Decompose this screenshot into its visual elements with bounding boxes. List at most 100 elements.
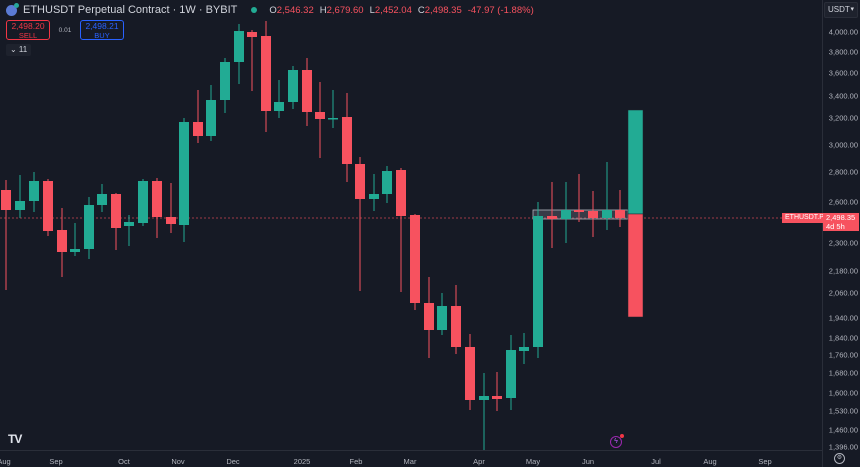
candle-body — [479, 396, 489, 400]
time-tick-label: Oct — [118, 457, 130, 466]
candle-body — [302, 70, 312, 112]
candle-body — [615, 210, 625, 218]
candle-body — [179, 122, 189, 225]
lightning-event-icon[interactable]: ϟ — [610, 434, 624, 448]
candle-body — [547, 216, 557, 219]
symbol-title[interactable]: ETHUSDT Perpetual Contract · 1W · BYBIT — [23, 4, 238, 16]
open-label: O — [269, 4, 277, 16]
time-tick-label: Sep — [49, 457, 63, 466]
close-label: C — [417, 4, 425, 16]
candle-body — [43, 181, 53, 231]
price-tick-label: 2,300.00 — [828, 238, 858, 248]
candle-body — [124, 222, 134, 226]
candle-body — [29, 181, 39, 201]
time-tick-label: Feb — [349, 457, 363, 466]
time-axis[interactable]: Aug Sep Oct Nov Dec 2025 Feb Mar Apr May Jun Jul Aug… — [0, 450, 822, 467]
bar-countdown: 4d 5h — [826, 221, 845, 231]
candle-body — [15, 201, 25, 210]
candle-body — [602, 210, 612, 218]
buy-button[interactable]: 2,498.21 BUY — [80, 20, 124, 40]
symbol-logo-icon — [6, 2, 19, 16]
candle-body — [382, 171, 392, 194]
price-tick-label: 2,060.00 — [828, 288, 858, 298]
close-value: 2,498.35 — [424, 4, 462, 16]
time-tick-label: Jun — [581, 457, 595, 466]
price-tick-label: 1,940.00 — [828, 313, 858, 323]
candle-body — [369, 194, 379, 199]
candle-body — [424, 303, 434, 330]
axis-settings-icon[interactable]: ⚙ — [834, 453, 845, 464]
candle-body — [328, 118, 338, 120]
time-tick-label: Apr — [473, 457, 485, 466]
candle-body — [1, 190, 11, 210]
candle-body — [437, 306, 447, 330]
price-tick-label: 1,530.00 — [828, 406, 858, 416]
price-tick-label: 4,000.00 — [828, 27, 858, 37]
time-tick-label: Aug — [703, 457, 717, 466]
currency-selector[interactable]: USDT — [824, 2, 858, 18]
candle-body — [506, 350, 516, 398]
price-tick-label: 1,760.00 — [828, 350, 858, 360]
candle-body — [274, 102, 284, 111]
candle-body — [315, 112, 325, 119]
chart-legend: ETHUSDT Perpetual Contract · 1W · BYBIT … — [6, 2, 534, 16]
price-tick-label: 3,600.00 — [828, 68, 858, 78]
candle-body — [342, 117, 352, 164]
candle-body — [465, 347, 475, 400]
candle-body — [355, 164, 365, 199]
price-tick-label: 1,396.00 — [828, 442, 858, 452]
buy-price: 2,498.21 — [85, 21, 119, 31]
price-tick-label: 1,460.00 — [828, 425, 858, 435]
candle-body — [138, 181, 148, 223]
candle-body — [206, 100, 216, 136]
candle-body — [574, 210, 584, 212]
indicators-collapse-button[interactable]: ⌄ 11 — [6, 44, 32, 56]
candle-body — [220, 62, 230, 100]
time-tick-label: Aug — [0, 457, 11, 466]
candle-body — [410, 215, 420, 303]
price-tick-label: 1,600.00 — [828, 388, 858, 398]
sell-button[interactable]: 2,498.20 SELL — [6, 20, 50, 40]
tradingview-logo-icon[interactable]: TV — [8, 432, 22, 446]
high-label: H — [319, 4, 327, 16]
time-tick-label: Nov — [171, 457, 185, 466]
candle-body — [57, 230, 67, 252]
price-tick-label: 1,680.00 — [828, 368, 858, 378]
market-open-status-icon — [251, 7, 258, 13]
candle-body — [519, 347, 529, 351]
price-tick-label: 3,200.00 — [828, 113, 858, 123]
candle-body — [588, 211, 598, 218]
current-price-label: 2,498.35 4d 5h — [823, 213, 859, 231]
candle-body — [234, 31, 244, 62]
price-tick-label: 2,600.00 — [828, 197, 858, 207]
candle-body — [451, 306, 461, 347]
price-axis[interactable]: 4,000.00 3,800.00 3,600.00 3,400.00 3,200.00… — [822, 0, 860, 467]
spread-value: 0.01 — [58, 26, 72, 34]
buy-label: BUY — [94, 31, 110, 40]
candle-body — [533, 216, 543, 347]
candle-body — [70, 249, 80, 252]
candle-body — [166, 217, 176, 224]
candle-body — [396, 170, 406, 216]
time-tick-label: 2025 — [293, 457, 311, 466]
time-tick-label: Sep — [758, 457, 772, 466]
low-value: 2,452.04 — [374, 4, 412, 16]
candle-body — [193, 122, 203, 136]
open-value: 2,546.32 — [276, 4, 314, 16]
ohlc-values: O2,546.32 H2,679.60 L2,452.04 C2,498.35 … — [269, 5, 533, 16]
candle-body — [288, 70, 298, 102]
candle-body — [97, 194, 107, 205]
candle-body — [492, 396, 502, 399]
trade-panel: 2,498.20 SELL 0.01 2,498.21 BUY — [6, 20, 124, 40]
price-tick-label: 1,840.00 — [828, 333, 858, 343]
candle-body — [247, 32, 257, 37]
time-tick-label: Mar — [403, 457, 417, 466]
change-value: -47.97 (-1.88%) — [467, 4, 534, 16]
candle-body — [561, 210, 571, 219]
price-tick-label: 3,000.00 — [828, 140, 858, 150]
price-tick-label: 3,400.00 — [828, 91, 858, 101]
time-tick-label: May — [525, 457, 541, 466]
sell-price: 2,498.20 — [11, 21, 45, 31]
low-label: L — [369, 4, 375, 16]
